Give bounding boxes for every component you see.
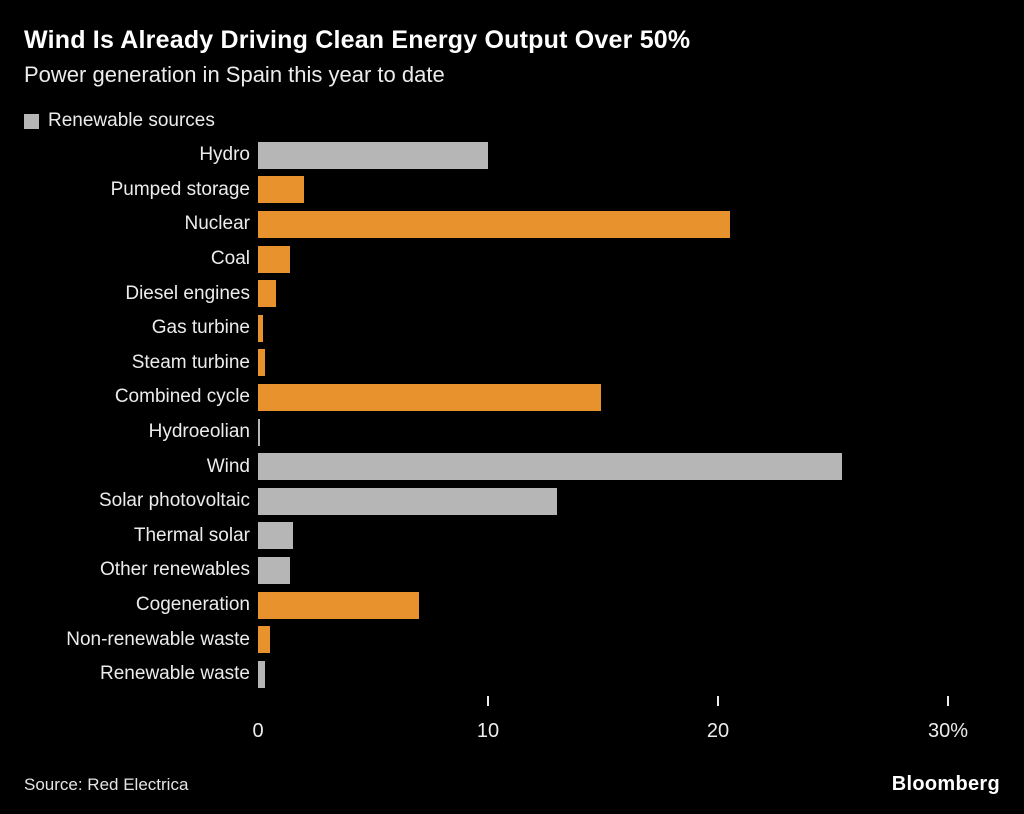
- category-label: Renewable waste: [100, 663, 250, 685]
- bar-combined-cycle: [258, 383, 601, 411]
- bar-solar-photovoltaic: [258, 487, 557, 515]
- footer: Source: Red Electrica Bloomberg: [24, 773, 1000, 796]
- bar-non-renewable-waste: [258, 626, 270, 654]
- chart-row: Steam turbine: [24, 346, 948, 381]
- category-label: Non-renewable waste: [66, 628, 250, 650]
- chart-row: Pumped storage: [24, 173, 948, 208]
- bar-steam-turbine: [258, 349, 265, 377]
- bar-wind: [258, 453, 843, 481]
- bar-nuclear: [258, 210, 730, 238]
- chart-row: Thermal solar: [24, 519, 948, 554]
- chart-row: Coal: [24, 242, 948, 277]
- category-label: Wind: [206, 455, 250, 477]
- bar-coal: [258, 245, 291, 273]
- chart-row: Other renewables: [24, 553, 948, 588]
- chart-subtitle: Power generation in Spain this year to d…: [24, 62, 445, 87]
- bar-hydroeolian: [258, 418, 261, 446]
- bar-gas-turbine: [258, 314, 263, 342]
- bar-track: [258, 383, 948, 411]
- bar-track: [258, 591, 948, 619]
- chart-row: Combined cycle: [24, 380, 948, 415]
- category-label: Thermal solar: [133, 524, 250, 546]
- category-label: Solar photovoltaic: [98, 490, 250, 512]
- x-axis: 0 10 20 30%: [252, 695, 968, 754]
- axis-tick-label: 20: [706, 719, 730, 742]
- legend: Renewable sources: [0, 88, 1024, 138]
- bar-diesel-engines: [258, 280, 277, 308]
- bar-track: [258, 487, 948, 515]
- plot-rows: Hydro Pumped storage Nuclear Coal Diesel eng…: [24, 138, 948, 692]
- category-label: Coal: [210, 248, 250, 270]
- category-label: Other renewables: [100, 559, 250, 581]
- bar-renewable-waste: [258, 660, 265, 688]
- bar-cogeneration: [258, 591, 419, 619]
- category-label: Nuclear: [184, 213, 250, 235]
- chart-row: Non-renewable waste: [24, 622, 948, 657]
- category-label: Pumped storage: [110, 178, 250, 200]
- bar-track: [258, 556, 948, 584]
- legend-label: Renewable sources: [48, 110, 215, 131]
- bar-thermal-solar: [258, 522, 293, 550]
- chart-row: Nuclear: [24, 207, 948, 242]
- axis-tick: [947, 695, 949, 706]
- chart-row: Wind: [24, 449, 948, 484]
- chart-row: Renewable waste: [24, 657, 948, 692]
- bar-track: [258, 453, 948, 481]
- bar-other-renewables: [258, 556, 291, 584]
- category-label: Gas turbine: [151, 317, 250, 339]
- bar-track: [258, 314, 948, 342]
- bar-track: [258, 626, 948, 654]
- bar-track: [258, 522, 948, 550]
- bar-track: [258, 210, 948, 238]
- chart-row: Hydroeolian: [24, 415, 948, 450]
- chart-row: Cogeneration: [24, 588, 948, 623]
- bar-track: [258, 418, 948, 446]
- chart-row: Solar photovoltaic: [24, 484, 948, 519]
- axis-tick: [717, 695, 719, 706]
- bar-track: [258, 245, 948, 273]
- axis-tick: [487, 695, 489, 706]
- category-label: Combined cycle: [114, 386, 250, 408]
- chart-row: Gas turbine: [24, 311, 948, 346]
- category-label: Steam turbine: [131, 351, 250, 373]
- chart-row: Diesel engines: [24, 276, 948, 311]
- bloomberg-logo: Bloomberg: [891, 773, 1000, 795]
- legend-swatch-icon: [24, 113, 39, 129]
- bar-track: [258, 176, 948, 204]
- bar-track: [258, 141, 948, 169]
- bar-hydro: [258, 141, 488, 169]
- bar-pumped-storage: [258, 176, 304, 204]
- bar-chart: Hydro Pumped storage Nuclear Coal Diesel eng…: [0, 138, 1024, 692]
- category-label: Hydroeolian: [148, 421, 250, 443]
- category-label: Cogeneration: [135, 594, 250, 616]
- axis-tick-label: 0: [252, 719, 264, 742]
- category-label: Hydro: [199, 144, 250, 166]
- category-label: Diesel engines: [125, 282, 250, 304]
- source-note: Source: Red Electrica: [24, 775, 189, 794]
- bar-track: [258, 280, 948, 308]
- axis-tick-label: 10: [476, 719, 500, 742]
- axis-tick-label: 30%: [927, 719, 969, 742]
- chart-row: Hydro: [24, 138, 948, 173]
- chart-title: Wind Is Already Driving Clean Energy Out…: [24, 26, 691, 54]
- bar-track: [258, 660, 948, 688]
- bar-track: [258, 349, 948, 377]
